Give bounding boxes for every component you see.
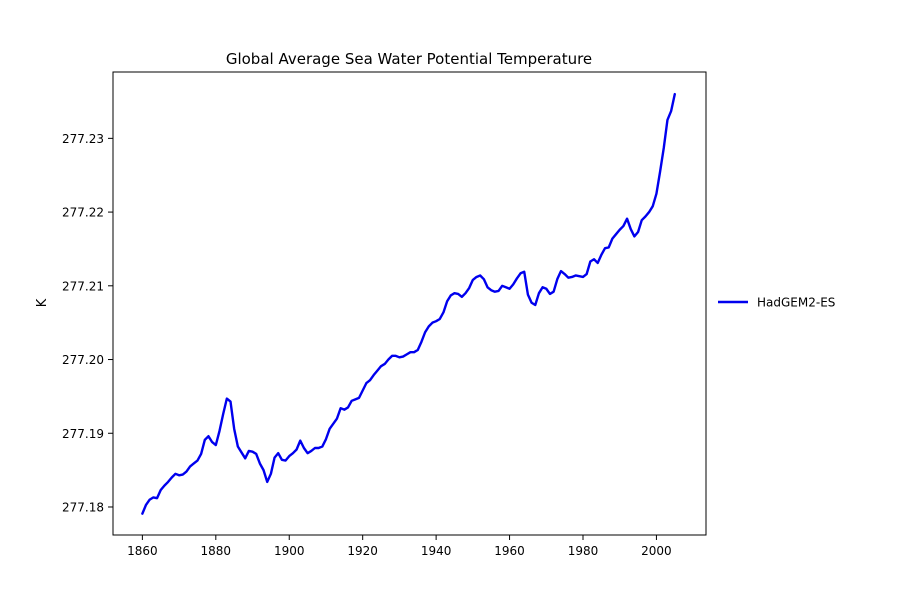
chart-title: Global Average Sea Water Potential Tempe… [226, 50, 592, 68]
x-tick-label: 1880 [201, 544, 232, 558]
x-tick-label: 1860 [127, 544, 158, 558]
x-tick-label: 1920 [347, 544, 378, 558]
x-axis: 1860 1880 1900 1920 1940 1960 1980 2000 [127, 535, 672, 558]
y-axis-label: K [35, 298, 50, 307]
plot-frame [112, 71, 707, 536]
legend: HadGEM2-ES [718, 296, 835, 310]
x-tick-label: 1960 [494, 544, 525, 558]
y-tick-label: 277.21 [62, 279, 104, 293]
y-tick-label: 277.22 [62, 206, 104, 220]
y-tick-label: 277.23 [62, 132, 104, 146]
y-tick-label: 277.20 [62, 353, 104, 367]
series-line-0 [141, 92, 676, 515]
x-tick-label: 2000 [641, 544, 672, 558]
y-tick-label: 277.19 [62, 427, 104, 441]
legend-label: HadGEM2-ES [757, 296, 835, 310]
x-tick-label: 1940 [421, 544, 452, 558]
y-axis: 277.18 277.19 277.20 277.21 277.22 277.23 [62, 132, 113, 514]
y-tick-label: 277.18 [62, 500, 104, 514]
plot-area [112, 71, 707, 536]
x-tick-label: 1980 [568, 544, 599, 558]
x-tick-label: 1900 [274, 544, 305, 558]
